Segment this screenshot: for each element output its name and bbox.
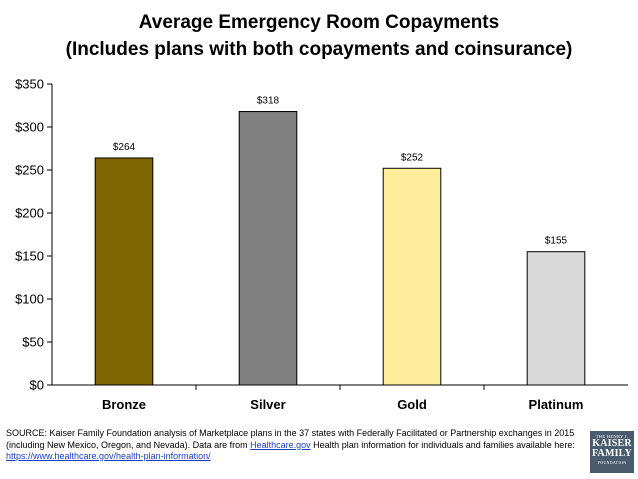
- bar-platinum: [526, 251, 586, 386]
- y-tick-label: $0: [30, 378, 44, 393]
- bar-chart: $0 $50 $100 $150 $200 $250 $300 $350 Bronze Silv…: [15, 77, 628, 412]
- health-plan-info-link[interactable]: https://www.healthcare.gov/health-plan-i…: [6, 451, 211, 461]
- data-label-platinum: $155: [545, 236, 568, 247]
- x-tick-label-bronze: Bronze: [102, 397, 146, 412]
- y-axis-ticks: $0 $50 $100 $150 $200 $250 $300 $350: [15, 77, 52, 393]
- y-tick-label: $250: [15, 163, 44, 178]
- source-note: SOURCE: Kaiser Family Foundation analysi…: [6, 428, 586, 463]
- healthcare-gov-link[interactable]: Healthcare.gov: [250, 439, 311, 450]
- chart-subtitle: (Includes plans with both copayments and…: [65, 39, 573, 60]
- logo-line-3: FAMILY: [591, 448, 633, 459]
- x-tick-label-silver: Silver: [250, 397, 285, 412]
- y-tick-label: $100: [15, 292, 44, 307]
- source-text: SOURCE: Kaiser Family Foundation analysi…: [6, 428, 575, 450]
- data-label-silver: $318: [257, 96, 280, 107]
- bar-silver: [238, 111, 298, 386]
- data-label-bronze: $264: [113, 142, 136, 153]
- y-tick-label: $300: [15, 120, 44, 135]
- y-tick-label: $50: [22, 335, 44, 350]
- data-label-gold: $252: [401, 152, 424, 163]
- source-text-cont: Health plan information for individuals …: [310, 439, 575, 450]
- data-labels: $264 $318 $252 $155: [113, 96, 568, 247]
- x-axis-labels: Bronze Silver Gold Platinum: [102, 397, 583, 412]
- x-tick-label-platinum: Platinum: [529, 397, 584, 412]
- bars: [94, 111, 586, 386]
- logo-line-1: THE HENRY J.: [595, 434, 629, 439]
- logo-line-2: KAISER: [592, 438, 632, 449]
- bar-gold: [382, 167, 442, 386]
- y-tick-label: $350: [15, 77, 44, 92]
- y-tick-label: $200: [15, 206, 44, 221]
- logo-line-4: FOUNDATION: [597, 460, 627, 465]
- axes: [51, 84, 628, 390]
- kff-logo: THE HENRY J. KAISER FAMILY FOUNDATION: [590, 431, 634, 473]
- y-tick-label: $150: [15, 249, 44, 264]
- x-tick-label-gold: Gold: [397, 397, 427, 412]
- chart-title: Average Emergency Room Copayments: [138, 12, 500, 33]
- bar-bronze: [94, 157, 154, 386]
